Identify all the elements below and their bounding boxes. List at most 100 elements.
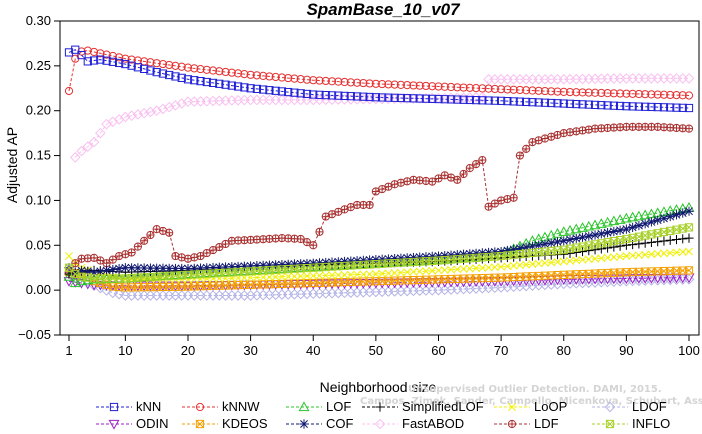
data-point-marker	[327, 257, 337, 267]
data-point-marker	[365, 270, 374, 279]
data-point-marker	[303, 272, 311, 280]
data-point-marker	[65, 252, 73, 261]
data-point-marker	[402, 253, 412, 263]
data-point-marker	[195, 402, 205, 412]
data-point-marker	[390, 253, 400, 264]
data-point-marker	[659, 90, 669, 99]
legend-item-kdeos: KDEOS	[182, 416, 268, 431]
data-point-marker	[284, 73, 293, 83]
data-point-marker	[334, 77, 343, 86]
data-point-marker	[215, 243, 223, 251]
data-point-marker	[440, 266, 449, 275]
data-point-marker	[503, 97, 512, 106]
y-tick-label: 0.00	[26, 282, 51, 297]
data-point-marker	[584, 255, 593, 264]
watermark-line-2: Campos, Zimek, Sander, Campello, Micenko…	[360, 396, 702, 407]
data-point-marker	[553, 130, 562, 140]
data-point-marker	[82, 141, 94, 152]
data-point-marker	[497, 262, 506, 271]
data-point-marker	[628, 222, 638, 232]
data-point-marker	[584, 88, 593, 97]
data-point-marker	[346, 78, 355, 87]
data-point-marker	[77, 50, 86, 60]
data-point-marker	[309, 76, 318, 85]
data-point-marker	[352, 256, 362, 266]
data-point-marker	[109, 256, 117, 264]
data-point-marker	[353, 270, 362, 279]
data-point-marker	[378, 93, 387, 102]
data-point-marker	[239, 261, 249, 271]
data-point-marker	[484, 203, 493, 211]
data-point-marker	[108, 255, 117, 264]
series-cof	[64, 206, 694, 277]
data-point-marker	[616, 89, 625, 98]
data-point-marker	[120, 111, 131, 123]
data-point-marker	[195, 263, 206, 273]
data-point-marker	[289, 259, 300, 269]
legend-item-simplifiedlof: SimplifiedLOF	[362, 399, 484, 414]
data-point-marker	[177, 73, 186, 82]
data-point-marker	[678, 234, 688, 244]
data-point-marker	[509, 193, 518, 202]
data-point-marker	[622, 89, 631, 98]
data-point-marker	[378, 79, 387, 89]
legend-item-ldof: LDOF	[592, 399, 667, 414]
data-point-marker	[490, 96, 499, 105]
data-point-marker	[515, 261, 524, 270]
data-point-marker	[334, 208, 342, 216]
data-point-marker	[641, 90, 650, 99]
data-point-marker	[597, 101, 606, 110]
data-point-marker	[496, 246, 506, 257]
data-point-marker	[509, 244, 519, 255]
data-point-marker	[208, 262, 218, 273]
data-point-marker	[640, 219, 650, 229]
data-point-marker	[390, 80, 399, 89]
data-point-marker	[321, 271, 330, 280]
data-point-marker	[88, 136, 100, 148]
data-point-marker	[396, 80, 406, 89]
data-point-marker	[584, 100, 593, 109]
data-point-marker	[240, 70, 249, 79]
data-point-marker	[478, 84, 487, 93]
data-point-marker	[552, 228, 563, 238]
data-point-marker	[315, 76, 324, 85]
y-tick-label: 0.30	[26, 13, 51, 28]
data-point-marker	[641, 102, 650, 111]
data-point-marker	[96, 55, 105, 64]
data-point-marker	[484, 202, 493, 211]
data-point-marker	[590, 88, 600, 97]
data-point-marker	[396, 178, 406, 187]
data-point-marker	[146, 66, 155, 75]
data-point-marker	[628, 251, 637, 260]
data-point-marker	[352, 78, 362, 87]
y-tick-label: 0.20	[26, 103, 51, 118]
data-point-marker	[684, 124, 694, 133]
data-point-marker	[196, 252, 205, 260]
data-point-marker	[471, 248, 481, 258]
data-point-marker	[453, 95, 462, 104]
data-point-marker	[620, 274, 632, 285]
data-point-marker	[440, 251, 450, 261]
series-line	[68, 50, 690, 96]
data-point-marker	[302, 75, 312, 84]
data-point-marker	[522, 97, 531, 107]
legend-label: ODIN	[136, 416, 169, 431]
data-point-marker	[190, 253, 199, 262]
data-point-marker	[472, 160, 480, 168]
data-point-marker	[208, 78, 218, 88]
data-point-marker	[634, 220, 644, 231]
data-point-marker	[565, 235, 575, 245]
data-point-marker	[189, 263, 199, 273]
data-point-marker	[659, 236, 669, 246]
data-point-marker	[113, 114, 125, 125]
data-point-marker	[371, 79, 380, 88]
data-point-marker	[177, 253, 186, 262]
data-point-marker	[340, 270, 349, 279]
data-point-marker	[183, 63, 193, 72]
data-point-marker	[96, 256, 104, 265]
data-point-marker	[89, 56, 99, 65]
data-point-marker	[252, 71, 261, 80]
data-point-marker	[384, 269, 393, 278]
data-point-marker	[277, 73, 287, 82]
x-tick-label: 60	[431, 343, 445, 358]
